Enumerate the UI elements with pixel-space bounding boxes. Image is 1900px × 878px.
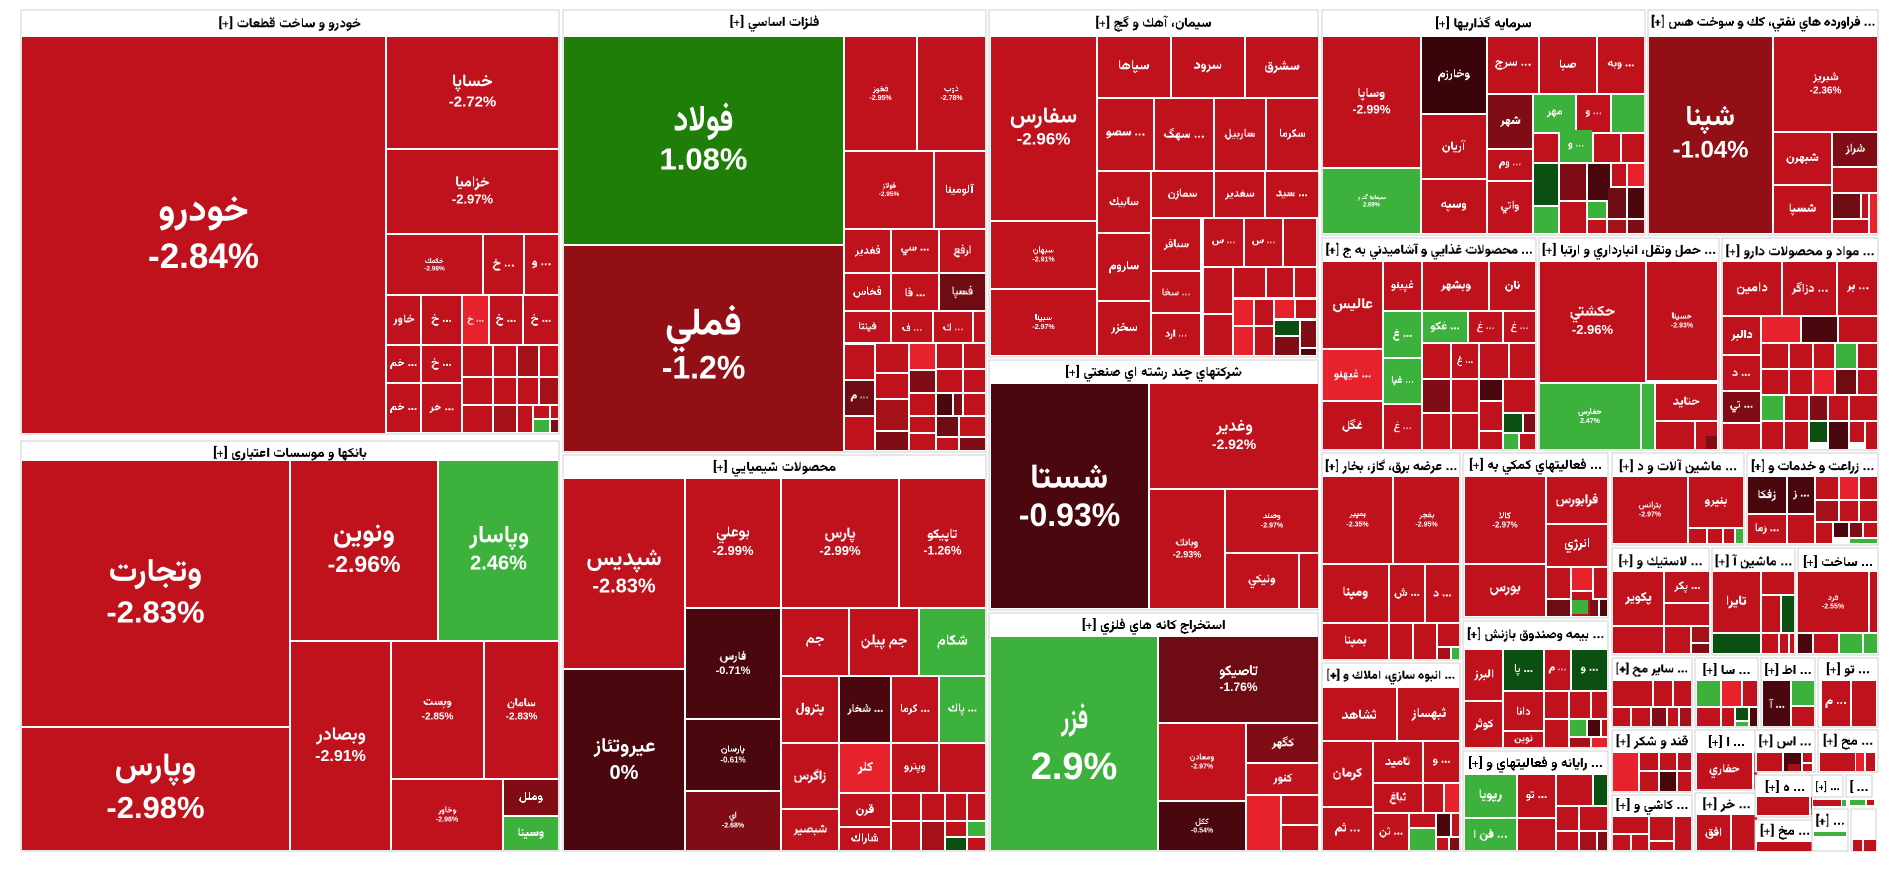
- svg-text:2.9%: 2.9%: [1031, 746, 1118, 788]
- svg-text:-2.92%: -2.92%: [1212, 436, 1257, 452]
- svg-text:-1.76%: -1.76%: [1219, 680, 1257, 694]
- svg-text:2.47%: 2.47%: [1580, 418, 1601, 425]
- svg-text:-2.91%: -2.91%: [315, 748, 366, 765]
- svg-text:0%: 0%: [610, 762, 639, 784]
- svg-text:-2.95%: -2.95%: [869, 95, 892, 102]
- svg-text:-2.98%: -2.98%: [106, 790, 204, 825]
- svg-text:-2.97%: -2.97%: [1191, 764, 1214, 771]
- svg-text:-2.97%: -2.97%: [1261, 523, 1284, 530]
- svg-text:2.46%: 2.46%: [470, 552, 527, 574]
- svg-text:-2.98%: -2.98%: [424, 266, 445, 273]
- svg-text:1.08%: 1.08%: [660, 142, 748, 177]
- svg-text:-2.83%: -2.83%: [106, 595, 204, 630]
- svg-text:-2.55%: -2.55%: [1822, 604, 1845, 611]
- svg-text:-2.95%: -2.95%: [1415, 522, 1438, 529]
- svg-text:-2.98%: -2.98%: [436, 817, 459, 824]
- svg-text:-0.93%: -0.93%: [1019, 497, 1120, 533]
- svg-text:-2.97%: -2.97%: [1032, 324, 1055, 331]
- svg-text:-1.04%: -1.04%: [1672, 137, 1748, 164]
- svg-text:-2.93%: -2.93%: [1671, 323, 1694, 330]
- svg-text:-2.91%: -2.91%: [1032, 257, 1055, 264]
- svg-text:-2.35%: -2.35%: [1346, 522, 1369, 529]
- svg-text:-1.26%: -1.26%: [923, 543, 961, 557]
- svg-text:-2.83%: -2.83%: [506, 711, 538, 722]
- svg-text:-2.97%: -2.97%: [1639, 512, 1662, 519]
- svg-text:-0.61%: -0.61%: [720, 756, 745, 765]
- svg-text:-1.2%: -1.2%: [662, 350, 746, 386]
- svg-text:-2.78%: -2.78%: [940, 95, 963, 102]
- svg-text:-2.84%: -2.84%: [148, 237, 259, 276]
- svg-text:-2.96%: -2.96%: [328, 551, 401, 577]
- svg-text:-2.72%: -2.72%: [449, 94, 497, 111]
- svg-text:-2.85%: -2.85%: [422, 711, 454, 722]
- svg-text:-2.99%: -2.99%: [819, 543, 861, 558]
- svg-text:-2.96%: -2.96%: [1017, 130, 1071, 149]
- svg-text:-2.99%: -2.99%: [712, 543, 754, 558]
- svg-text:-2.36%: -2.36%: [1810, 85, 1842, 96]
- svg-text:-2.96%: -2.96%: [1572, 322, 1614, 337]
- svg-text:-2.95%: -2.95%: [879, 191, 900, 198]
- svg-text:-0.54%: -0.54%: [1191, 828, 1214, 835]
- svg-text:-2.83%: -2.83%: [592, 575, 656, 597]
- svg-text:-2.99%: -2.99%: [1352, 102, 1390, 116]
- svg-text:-2.93%: -2.93%: [1173, 550, 1202, 560]
- svg-text:-2.97%: -2.97%: [1492, 521, 1517, 530]
- svg-text:-0.71%: -0.71%: [716, 665, 751, 677]
- svg-text:-2.68%: -2.68%: [722, 823, 745, 830]
- svg-text:2.69%: 2.69%: [1363, 203, 1381, 209]
- svg-text:-2.97%: -2.97%: [452, 192, 494, 207]
